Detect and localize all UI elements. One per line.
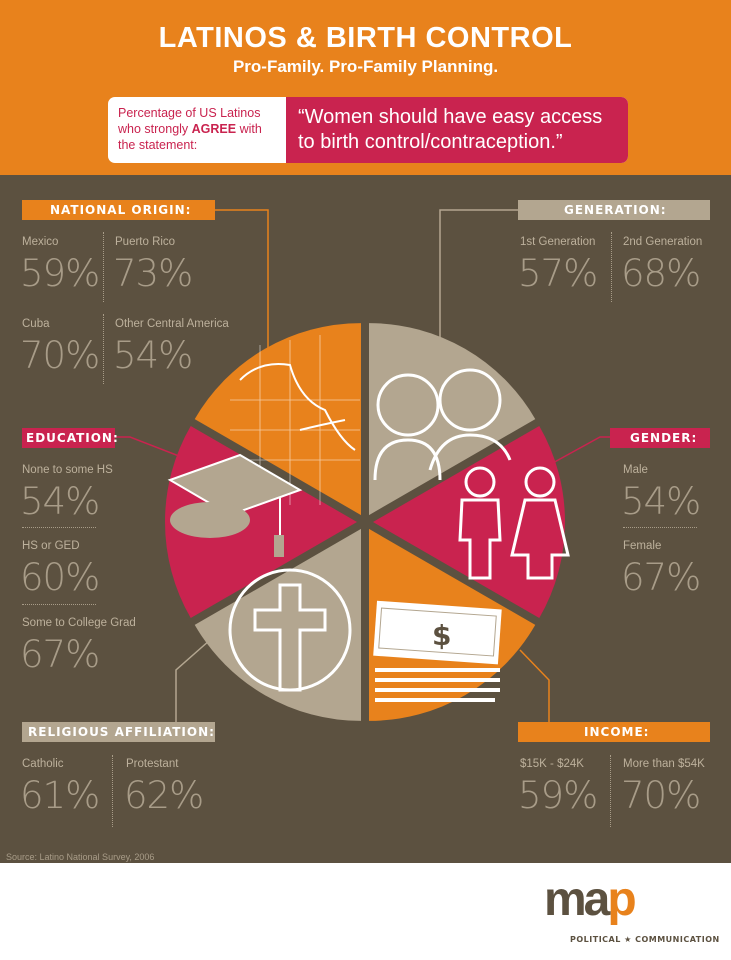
stat-label: Some to College Grad bbox=[22, 617, 136, 629]
stat-value: 73% bbox=[113, 252, 193, 295]
map-logo: map bbox=[544, 873, 637, 926]
statement-quote: “Women should have easy access to birth … bbox=[286, 97, 628, 163]
grandparents-icon bbox=[373, 368, 512, 481]
intro-bold: AGREE bbox=[191, 122, 237, 136]
divider bbox=[22, 527, 96, 528]
page-title: LATINOS & BIRTH CONTROL bbox=[158, 22, 573, 54]
stat-value: 67% bbox=[20, 633, 100, 676]
source-note: Source: Latino National Survey, 2006 bbox=[6, 852, 155, 862]
stat-label: $15K - $24K bbox=[520, 758, 584, 770]
connector-lines bbox=[215, 209, 269, 370]
header-banner: LATINOS & BIRTH CONTROL Pro-Family. Pro-… bbox=[0, 0, 731, 175]
stat-label: Male bbox=[623, 464, 648, 476]
wedge-national-origin bbox=[194, 323, 361, 516]
stat-value: 60% bbox=[20, 556, 100, 599]
stat-label: HS or GED bbox=[22, 540, 80, 552]
stat-value: 54% bbox=[621, 480, 701, 523]
quote-line: to birth control/contraception.” bbox=[298, 131, 563, 153]
infographic-body bbox=[0, 175, 731, 863]
stat-label: Cuba bbox=[22, 318, 50, 330]
stat-value: 68% bbox=[621, 252, 701, 295]
intro-line: Percentage of US Latinos bbox=[118, 106, 261, 120]
stat-value: 54% bbox=[20, 480, 100, 523]
money-stack-icon: $ bbox=[373, 600, 502, 702]
stat-value: 61% bbox=[20, 774, 100, 817]
intro-text: with bbox=[236, 122, 262, 136]
stat-label: Protestant bbox=[126, 758, 179, 770]
divider bbox=[103, 314, 104, 384]
stat-value: 70% bbox=[621, 774, 701, 817]
stat-label: Other Central America bbox=[115, 318, 229, 330]
stat-label: Puerto Rico bbox=[115, 236, 176, 248]
income-header: INCOME: bbox=[518, 722, 710, 742]
wedge-generation bbox=[369, 323, 536, 516]
stat-value: 62% bbox=[124, 774, 204, 817]
stat-value: 54% bbox=[113, 334, 193, 377]
stat-label: Mexico bbox=[22, 236, 59, 248]
divider bbox=[22, 604, 96, 605]
gender-header: GENDER: bbox=[610, 428, 710, 448]
divider bbox=[112, 755, 113, 827]
divider bbox=[103, 232, 104, 302]
religion-header: RELIGIOUS AFFILIATION: bbox=[22, 722, 215, 742]
statement-box: Percentage of US Latinos who strongly AG… bbox=[108, 97, 628, 163]
stat-value: 59% bbox=[20, 252, 100, 295]
stat-label: 1st Generation bbox=[520, 236, 596, 248]
page-subtitle: Pro-Family. Pro-Family Planning. bbox=[232, 57, 499, 76]
national-origin-header: NATIONAL ORIGIN: bbox=[22, 200, 215, 220]
quote-line: “Women should have easy access bbox=[298, 106, 603, 128]
education-header: EDUCATION: bbox=[22, 428, 118, 448]
intro-text: who strongly bbox=[118, 122, 192, 136]
graduation-cap-icon bbox=[167, 453, 303, 557]
intro-line: the statement: bbox=[118, 138, 198, 152]
divider bbox=[623, 527, 697, 528]
stat-value: 57% bbox=[518, 252, 598, 295]
stat-label: None to some HS bbox=[22, 464, 113, 476]
map-icon bbox=[230, 335, 360, 505]
stat-label: More than $54K bbox=[623, 758, 705, 770]
man-woman-icon bbox=[458, 466, 570, 580]
divider bbox=[611, 232, 612, 302]
statement-intro: Percentage of US Latinos who strongly AG… bbox=[118, 105, 288, 153]
wedge-gender bbox=[373, 426, 565, 618]
stat-label: Female bbox=[623, 540, 662, 552]
stat-label: Catholic bbox=[22, 758, 64, 770]
stat-value: 59% bbox=[518, 774, 598, 817]
stat-label: 2nd Generation bbox=[623, 236, 703, 248]
cross-icon bbox=[228, 568, 352, 692]
divider bbox=[610, 755, 611, 827]
generation-header: GENERATION: bbox=[518, 200, 710, 220]
stat-value: 70% bbox=[20, 334, 100, 377]
svg-text:$: $ bbox=[432, 619, 451, 652]
logo-tagline: POLITICAL ★ COMMUNICATION bbox=[570, 935, 720, 944]
intro-line: who strongly AGREE with bbox=[118, 121, 288, 137]
stat-value: 67% bbox=[621, 556, 701, 599]
